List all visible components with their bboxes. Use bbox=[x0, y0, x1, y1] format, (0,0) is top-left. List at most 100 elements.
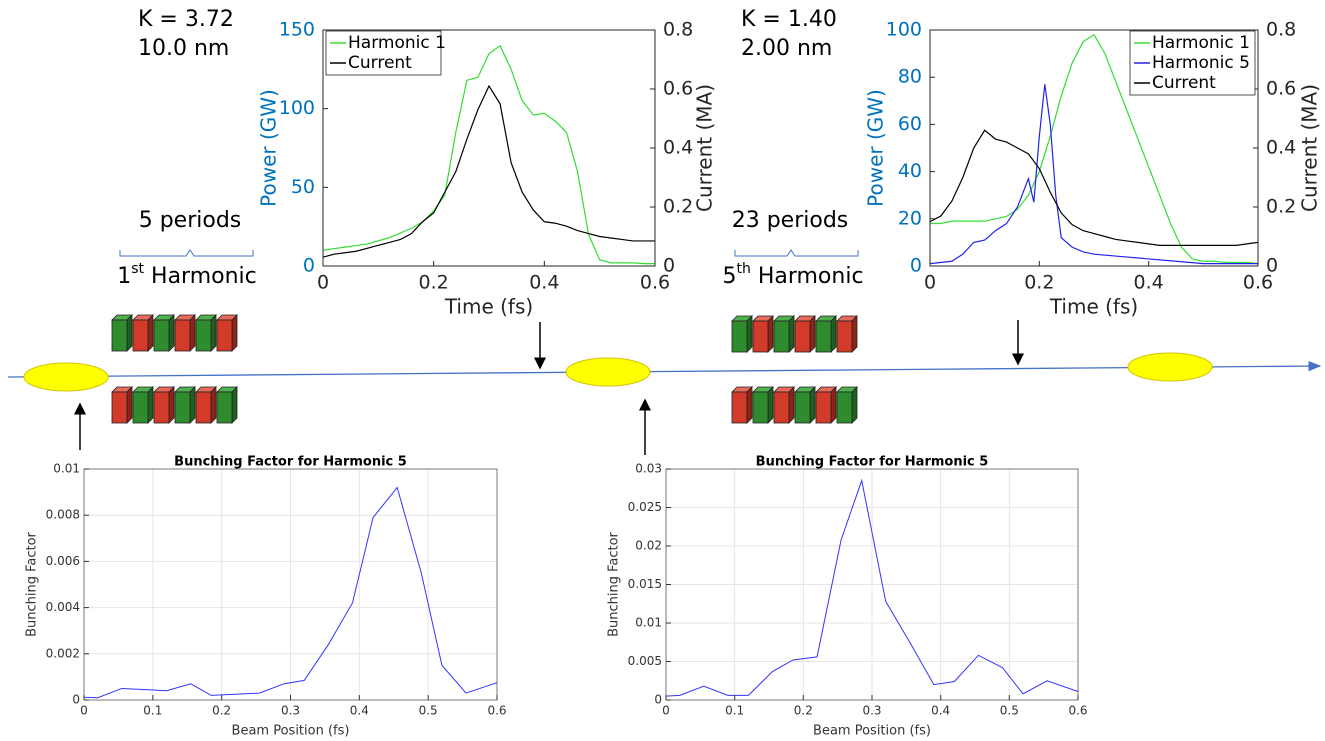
harmonic-suffix: th bbox=[736, 261, 750, 277]
x-axis-label: Time (fs) bbox=[444, 295, 533, 319]
bracket bbox=[119, 249, 254, 257]
electron-bunch bbox=[1127, 352, 1213, 382]
electron-bunch bbox=[565, 357, 651, 387]
data-line bbox=[930, 33, 1259, 265]
y-tick-label: 0.03 bbox=[635, 462, 662, 476]
harmonic-number: 5 bbox=[722, 264, 736, 289]
electron-bunch bbox=[23, 362, 109, 392]
y-tick-label: 150 bbox=[279, 19, 315, 41]
y-tick-label: 0.002 bbox=[46, 646, 80, 660]
x-tick-label: 0.2 bbox=[794, 704, 813, 718]
k-value: K = 1.40 bbox=[741, 7, 837, 32]
y-tick-label: 0.01 bbox=[53, 462, 80, 476]
y-tick-label: 100 bbox=[279, 97, 315, 119]
magnet-side bbox=[210, 386, 217, 424]
harmonic-number: 1 bbox=[117, 264, 131, 289]
magnet bbox=[815, 391, 832, 424]
x-tick-label: 0.6 bbox=[640, 272, 670, 294]
magnet bbox=[752, 391, 769, 424]
magnet-side bbox=[788, 386, 795, 424]
y-axis-label: Power (GW) bbox=[864, 89, 888, 207]
x-tick-label: 0.4 bbox=[350, 704, 369, 718]
y-tick-label: 100 bbox=[886, 19, 922, 41]
legend-label: Harmonic 5 bbox=[1152, 53, 1250, 73]
x-tick-label: 0.4 bbox=[931, 704, 950, 718]
magnet-side bbox=[126, 314, 133, 352]
x-tick-label: 0.4 bbox=[529, 272, 559, 294]
magnet bbox=[773, 391, 790, 424]
x-tick-label: 0.1 bbox=[143, 704, 162, 718]
x-tick-label: 0.2 bbox=[419, 272, 449, 294]
wavelength: 2.00 nm bbox=[741, 36, 832, 61]
magnet bbox=[794, 391, 811, 424]
y2-tick-label: 0.8 bbox=[663, 19, 693, 41]
x-tick-label: 0 bbox=[924, 272, 936, 294]
x-tick-label: 0.3 bbox=[281, 704, 300, 718]
magnet-side bbox=[168, 386, 175, 424]
y-tick-label: 0.004 bbox=[46, 600, 80, 614]
x-axis-label: Time (fs) bbox=[1049, 295, 1138, 319]
magnet bbox=[153, 391, 170, 424]
y-tick-label: 0 bbox=[654, 693, 662, 707]
x-tick-label: 0.1 bbox=[725, 704, 744, 718]
x-tick-label: 0.5 bbox=[1000, 704, 1019, 718]
magnet-side bbox=[851, 315, 858, 353]
magnet-side bbox=[851, 386, 858, 424]
chart: Bunching Factor for Harmonic 5 0 0.1 0.2 0.3… bbox=[25, 455, 507, 739]
magnet-side bbox=[767, 315, 774, 353]
x-tick-label: 0 bbox=[80, 704, 88, 718]
magnet-side bbox=[231, 386, 238, 424]
harmonic-text: Harmonic bbox=[751, 264, 864, 289]
chart-title: Bunching Factor for Harmonic 5 bbox=[174, 455, 407, 470]
magnet bbox=[752, 320, 769, 353]
magnet-side bbox=[809, 315, 816, 353]
magnet bbox=[731, 320, 748, 353]
legend-label: Harmonic 1 bbox=[1152, 33, 1250, 53]
x-axis-label: Beam Position (fs) bbox=[813, 724, 931, 739]
data-line bbox=[665, 478, 1079, 697]
chart-title: Bunching Factor for Harmonic 5 bbox=[756, 455, 989, 470]
magnet-side bbox=[830, 315, 837, 353]
magnet-side bbox=[147, 314, 154, 352]
data-line bbox=[83, 486, 498, 699]
data-line bbox=[929, 84, 1258, 265]
magnet-side bbox=[788, 315, 795, 353]
y-tick-label: 0.025 bbox=[628, 500, 662, 514]
magnet-side bbox=[231, 314, 238, 352]
y-tick-label: 40 bbox=[898, 160, 922, 182]
y-tick-label: 0.01 bbox=[635, 616, 662, 630]
magnet bbox=[111, 319, 128, 352]
y-axis-label: Bunching Factor bbox=[25, 531, 40, 636]
y-axis-label: Bunching Factor bbox=[607, 531, 622, 636]
y-tick-label: 60 bbox=[898, 113, 922, 135]
magnet bbox=[794, 320, 811, 353]
x-tick-label: 0.3 bbox=[862, 704, 881, 718]
x-tick-label: 0.6 bbox=[1243, 272, 1273, 294]
y2-tick-label: 0.8 bbox=[1266, 19, 1296, 41]
y2-tick-label: 0.6 bbox=[1266, 78, 1296, 100]
magnet-side bbox=[809, 386, 816, 424]
x-tick-label: 0.6 bbox=[1068, 704, 1087, 718]
x-tick-label: 0.5 bbox=[419, 704, 438, 718]
magnet bbox=[174, 391, 191, 424]
magnet bbox=[153, 319, 170, 352]
y2-axis-label: Current (MA) bbox=[1298, 84, 1322, 212]
magnet bbox=[195, 391, 212, 424]
k-value: K = 3.72 bbox=[138, 7, 234, 32]
y2-tick-label: 0.2 bbox=[1266, 196, 1296, 218]
y-tick-label: 0 bbox=[72, 693, 80, 707]
y2-tick-label: 0.4 bbox=[1266, 137, 1296, 159]
harmonic: 1st Harmonic bbox=[117, 261, 257, 289]
y-tick-label: 20 bbox=[898, 207, 922, 229]
magnet-side bbox=[210, 314, 217, 352]
magnet-side bbox=[767, 386, 774, 424]
diagram: K = 3.72 10.0 nm 5 periods 1st Harmonic … bbox=[7, 7, 1322, 455]
y2-tick-label: 0.6 bbox=[663, 78, 693, 100]
legend-label: Current bbox=[348, 53, 412, 73]
y2-tick-label: 0 bbox=[663, 255, 675, 277]
y-tick-label: 80 bbox=[898, 66, 922, 88]
magnet bbox=[111, 391, 128, 424]
magnet-side bbox=[189, 386, 196, 424]
